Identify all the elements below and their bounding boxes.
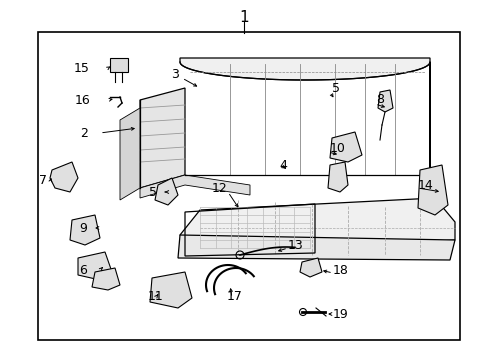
Polygon shape xyxy=(327,162,347,192)
Polygon shape xyxy=(50,162,78,192)
Polygon shape xyxy=(70,215,100,245)
Polygon shape xyxy=(140,175,249,198)
Text: 16: 16 xyxy=(74,94,90,107)
Polygon shape xyxy=(120,108,140,200)
Text: 5: 5 xyxy=(149,185,157,198)
Bar xyxy=(38,32,459,340)
Text: 8: 8 xyxy=(375,93,383,105)
Text: 10: 10 xyxy=(329,141,345,154)
Text: 2: 2 xyxy=(80,126,88,140)
Polygon shape xyxy=(299,258,321,277)
Polygon shape xyxy=(78,252,112,280)
Polygon shape xyxy=(377,90,392,112)
Text: 5: 5 xyxy=(331,81,339,95)
Polygon shape xyxy=(178,235,454,260)
Text: 12: 12 xyxy=(212,181,227,194)
Text: 18: 18 xyxy=(332,264,348,276)
Text: 3: 3 xyxy=(171,68,179,81)
Polygon shape xyxy=(155,178,178,205)
Polygon shape xyxy=(92,268,120,290)
Polygon shape xyxy=(150,272,192,308)
Polygon shape xyxy=(180,198,454,255)
Text: 9: 9 xyxy=(79,221,87,234)
Text: 11: 11 xyxy=(148,289,163,302)
Polygon shape xyxy=(417,165,447,215)
Text: 15: 15 xyxy=(74,62,90,75)
Text: 1: 1 xyxy=(239,9,248,24)
Text: 6: 6 xyxy=(79,264,87,276)
Polygon shape xyxy=(329,132,361,162)
Text: 17: 17 xyxy=(226,289,243,302)
Polygon shape xyxy=(180,58,429,175)
Polygon shape xyxy=(110,58,128,72)
Text: 14: 14 xyxy=(417,179,433,192)
Text: 13: 13 xyxy=(287,239,303,252)
Text: 19: 19 xyxy=(332,307,348,320)
Polygon shape xyxy=(140,88,184,188)
Text: 4: 4 xyxy=(279,158,286,171)
Text: 7: 7 xyxy=(39,174,47,186)
